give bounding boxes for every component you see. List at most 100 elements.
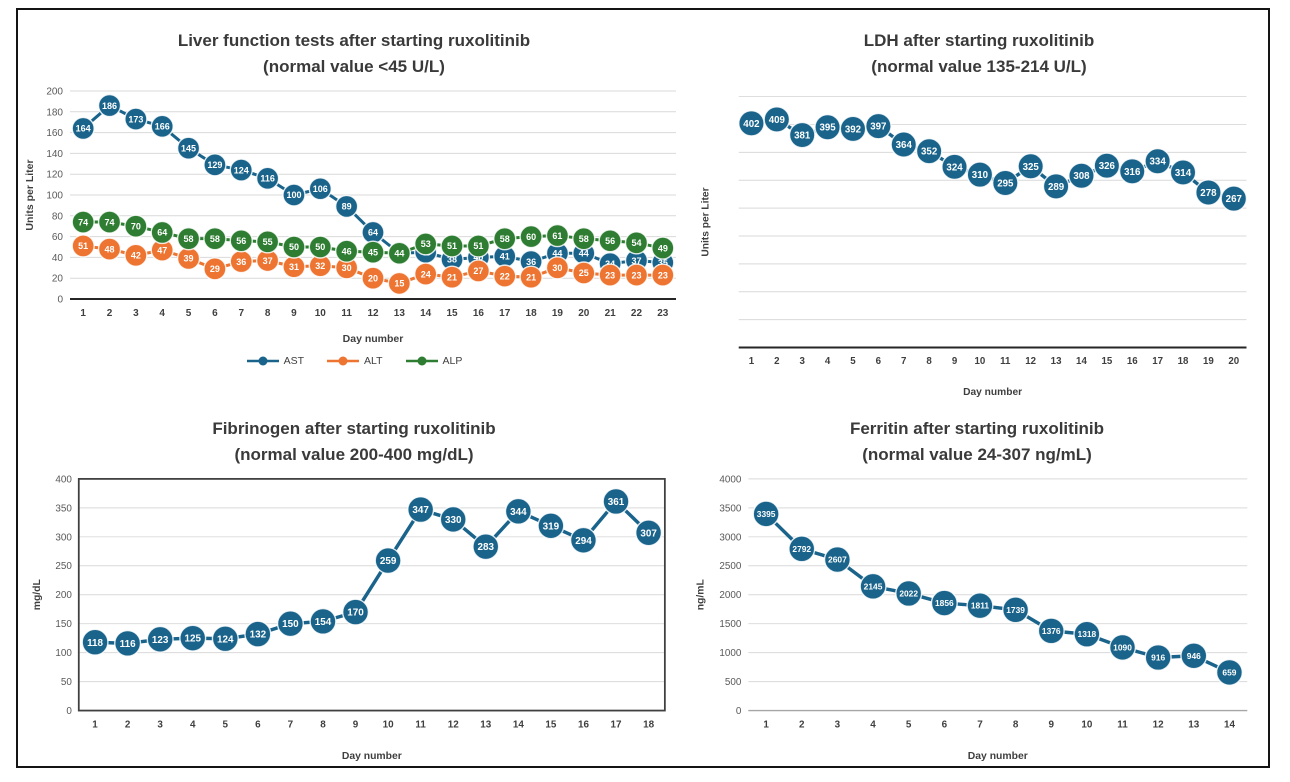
series-line-fibrinogen [94,499,650,646]
data-point-marker [598,229,622,253]
legend-marker-icon [405,356,438,366]
data-point-marker [282,183,306,207]
data-point-marker [407,496,435,524]
data-point-label: 397 [870,122,886,133]
data-point-label: 36 [526,257,536,267]
y-tick-label: 3500 [719,503,741,514]
data-point-marker [651,263,675,287]
data-point-label: 326 [1099,161,1116,172]
chart-title-line1: Liver function tests after starting ruxo… [177,31,531,50]
data-point-label: 23 [658,270,668,280]
x-tick-label: 7 [901,356,906,367]
data-point-label: 48 [105,244,115,254]
data-point-label: 364 [896,140,913,151]
data-point-label: 21 [447,272,457,282]
data-point-marker [930,589,958,617]
data-point-label: 118 [87,638,103,649]
data-point-marker [124,243,148,268]
data-point-label: 395 [819,123,836,134]
x-tick-label: 9 [353,719,359,730]
chart-title-line2: (normal value 200-400 mg/dL) [234,444,474,464]
chart-panel-liver-function: Liver function tests after starting ruxo… [20,16,688,402]
data-point-label: 45 [368,247,378,257]
data-point-label: 2607 [828,555,847,565]
data-point-marker [865,112,892,140]
y-tick-label: 150 [55,619,72,630]
data-point-label: 30 [552,263,562,273]
x-axis-title: Day number [342,751,402,762]
y-tick-label: 140 [46,149,63,160]
x-tick-label: 5 [850,356,856,367]
legend-label: ALP [442,355,463,367]
y-tick-label: 100 [55,648,72,659]
x-tick-label: 11 [1000,356,1011,367]
x-tick-label: 12 [448,719,459,730]
data-point-label: 3395 [757,509,776,519]
y-tick-label: 200 [46,87,63,98]
data-point-marker [890,131,918,158]
y-tick-label: 100 [46,191,63,202]
chart-panel-ferritin: Ferritin after starting ruxolitinib (nor… [688,410,1266,766]
x-tick-label: 10 [315,308,327,319]
x-tick-label: 19 [1203,356,1214,367]
data-point-marker [504,497,532,525]
data-point-marker [124,107,148,131]
legend-marker-icon [327,356,360,366]
data-point-marker [374,546,402,575]
data-point-label: 659 [1222,667,1236,677]
data-point-label: 38 [447,255,457,265]
data-point-label: 402 [743,119,760,130]
y-tick-label: 2000 [719,590,741,601]
data-point-marker [255,230,280,254]
data-point-marker [991,169,1019,197]
legend-item-ast: AST [246,355,304,367]
x-tick-label: 19 [552,308,564,319]
data-point-label: 46 [342,246,352,256]
legend-dot [417,356,427,366]
chart-legend: AST ALT ALP [246,355,463,367]
y-tick-label: 300 [55,532,72,543]
data-point-label: 50 [315,242,325,252]
data-point-label: 125 [184,634,201,645]
data-point-label: 289 [1048,182,1065,193]
data-point-marker [282,235,306,259]
x-axis-title: Day number [963,387,1022,398]
x-tick-label: 4 [159,308,165,319]
x-tick-label: 2 [107,308,113,319]
x-tick-label: 9 [1049,719,1055,730]
x-tick-label: 4 [190,719,196,730]
x-tick-label: 11 [415,719,426,730]
y-axis-title: mg/dL [32,579,43,611]
data-point-label: 27 [473,266,483,276]
data-point-marker [413,232,438,256]
data-point-marker [387,241,412,265]
x-tick-label: 6 [942,719,948,730]
data-point-label: 55 [263,237,273,247]
x-tick-label: 14 [420,308,432,319]
y-axis-title: ng/mL [696,579,707,611]
data-point-label: 164 [76,124,91,134]
data-point-marker [537,512,565,540]
data-point-marker [624,231,649,255]
y-tick-label: 180 [46,107,63,118]
bottom-row: Fibrinogen after starting ruxolitinib (n… [20,410,1266,766]
data-point-label: 24 [421,269,431,279]
y-tick-label: 40 [52,253,64,264]
data-point-marker [150,220,174,245]
data-point-marker [598,263,622,287]
data-point-label: 2022 [899,588,918,598]
top-row: Liver function tests after starting ruxo… [20,16,1266,402]
data-point-marker [387,271,412,296]
data-point-marker [545,256,570,280]
data-point-marker [493,226,517,251]
data-point-label: 319 [543,521,560,532]
data-point-label: 31 [289,262,299,272]
x-tick-label: 5 [906,719,912,730]
data-point-marker [1108,633,1137,661]
data-point-label: 89 [342,202,352,212]
chart-title-line1: LDH after starting ruxolitinib [863,31,1095,50]
x-tick-label: 16 [1127,356,1138,367]
data-point-label: 60 [526,232,536,242]
x-tick-label: 15 [545,719,556,730]
data-point-label: 381 [794,131,811,142]
